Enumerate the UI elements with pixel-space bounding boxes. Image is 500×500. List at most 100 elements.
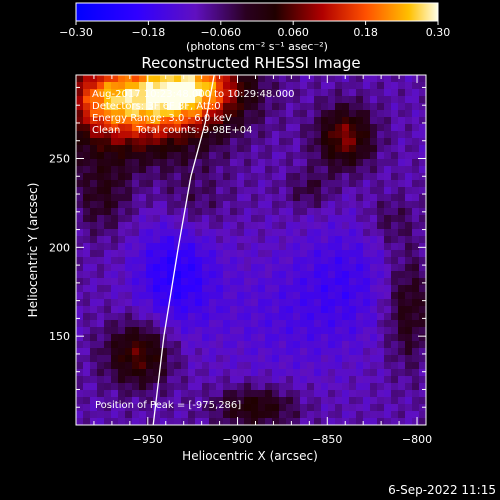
heatmap-pixel [419, 411, 426, 419]
heatmap-pixel [405, 222, 413, 230]
heatmap-pixel [97, 131, 105, 139]
heatmap-pixel [412, 355, 420, 363]
heatmap-pixel [132, 404, 140, 412]
heatmap-pixel [90, 383, 98, 391]
heatmap-pixel [244, 264, 252, 272]
heatmap-pixel [265, 145, 273, 153]
heatmap-pixel [314, 271, 322, 279]
heatmap-pixel [188, 355, 196, 363]
heatmap-pixel [104, 348, 112, 356]
heatmap-pixel [293, 103, 301, 111]
heatmap-pixel [125, 250, 133, 258]
heatmap-pixel [188, 208, 196, 216]
heatmap-pixel [335, 145, 343, 153]
heatmap-pixel [335, 257, 343, 265]
heatmap-pixel [293, 271, 301, 279]
heatmap-pixel [209, 138, 217, 146]
heatmap-pixel [265, 103, 273, 111]
heatmap-pixel [125, 243, 133, 251]
heatmap-pixel [412, 96, 420, 104]
heatmap-pixel [118, 236, 126, 244]
heatmap-pixel [384, 292, 392, 300]
heatmap-pixel [139, 327, 147, 335]
heatmap-pixel [293, 82, 301, 90]
heatmap-pixel [286, 418, 294, 425]
heatmap-pixel [118, 278, 126, 286]
heatmap-pixel [202, 306, 210, 314]
heatmap-pixel [97, 264, 105, 272]
heatmap-pixel [153, 404, 161, 412]
heatmap-pixel [244, 362, 252, 370]
heatmap-pixel [223, 201, 231, 209]
heatmap-pixel [174, 131, 182, 139]
heatmap-pixel [104, 271, 112, 279]
heatmap-pixel [398, 369, 406, 377]
heatmap-pixel [167, 236, 175, 244]
heatmap-pixel [132, 278, 140, 286]
heatmap-pixel [139, 89, 147, 97]
heatmap-pixel [181, 397, 189, 405]
heatmap-pixel [90, 397, 98, 405]
heatmap-pixel [237, 250, 245, 258]
heatmap-pixel [314, 96, 322, 104]
heatmap-pixel [188, 369, 196, 377]
heatmap-pixel [132, 201, 140, 209]
heatmap-pixel [398, 180, 406, 188]
heatmap-pixel [125, 145, 133, 153]
heatmap-pixel [76, 369, 84, 377]
heatmap-pixel [314, 75, 322, 83]
heatmap-pixel [181, 327, 189, 335]
colorbar-tick-label: −0.30 [59, 26, 93, 39]
heatmap-pixel [300, 187, 308, 195]
heatmap-pixel [300, 271, 308, 279]
heatmap-pixel [216, 194, 224, 202]
heatmap-pixel [111, 222, 119, 230]
heatmap-pixel [83, 110, 91, 118]
heatmap-pixel [237, 243, 245, 251]
heatmap-pixel [419, 215, 426, 223]
heatmap-pixel [265, 264, 273, 272]
heatmap-pixel [251, 194, 259, 202]
heatmap-pixel [398, 236, 406, 244]
heatmap-pixel [209, 383, 217, 391]
heatmap-pixel [356, 82, 364, 90]
heatmap-pixel [223, 355, 231, 363]
heatmap-pixel [398, 313, 406, 321]
heatmap-pixel [104, 341, 112, 349]
heatmap-pixel [363, 306, 371, 314]
heatmap-pixel [405, 117, 413, 125]
heatmap-pixel [202, 327, 210, 335]
heatmap-pixel [160, 355, 168, 363]
heatmap-pixel [223, 75, 231, 83]
heatmap-pixel [244, 166, 252, 174]
heatmap-pixel [209, 341, 217, 349]
heatmap-pixel [244, 243, 252, 251]
heatmap-pixel [391, 355, 399, 363]
heatmap-pixel [90, 138, 98, 146]
heatmap-pixel [139, 355, 147, 363]
heatmap-pixel [321, 236, 329, 244]
heatmap-pixel [419, 131, 426, 139]
heatmap-pixel [405, 271, 413, 279]
heatmap-pixel [272, 215, 280, 223]
heatmap-pixel [293, 334, 301, 342]
heatmap-pixel [90, 362, 98, 370]
heatmap-pixel [223, 187, 231, 195]
heatmap-pixel [111, 124, 119, 132]
heatmap-pixel [97, 159, 105, 167]
heatmap-pixel [356, 404, 364, 412]
heatmap-pixel [83, 341, 91, 349]
heatmap-pixel [293, 96, 301, 104]
heatmap-pixel [321, 341, 329, 349]
heatmap-pixel [272, 173, 280, 181]
heatmap-pixel [223, 152, 231, 160]
heatmap-pixel [405, 89, 413, 97]
heatmap-pixel [363, 334, 371, 342]
heatmap-pixel [216, 292, 224, 300]
heatmap-pixel [279, 152, 287, 160]
heatmap-pixel [230, 348, 238, 356]
heatmap-pixel [209, 96, 217, 104]
heatmap-pixel [174, 341, 182, 349]
heatmap-pixel [146, 404, 154, 412]
heatmap-pixel [335, 397, 343, 405]
